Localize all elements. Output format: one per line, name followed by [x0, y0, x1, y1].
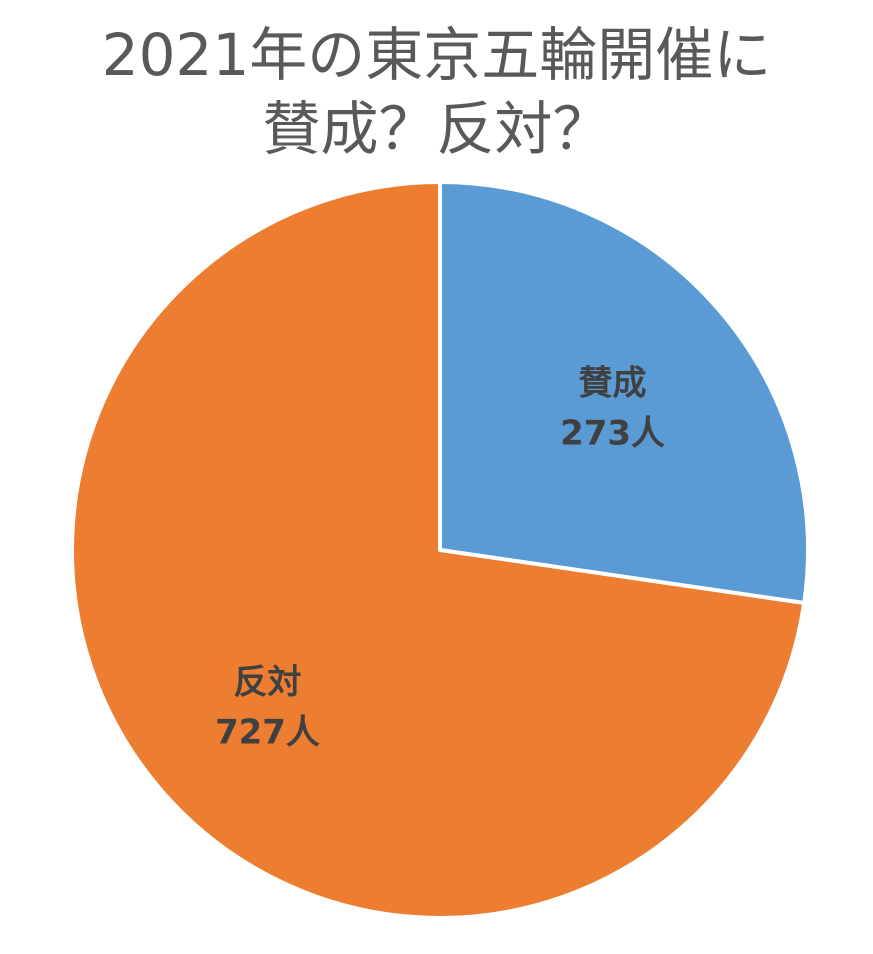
chart-title: 2021年の東京五輪開催に 賛成？反対？	[0, 18, 873, 166]
label-approve-category: 賛成	[579, 364, 647, 404]
chart-title-line-1: 2021年の東京五輪開催に	[101, 21, 772, 89]
label-approve-value: 273人	[560, 414, 665, 454]
pie-slices	[70, 180, 810, 920]
label-oppose-category: 反対	[233, 662, 301, 702]
label-approve: 賛成 273人	[560, 364, 665, 454]
chart-title-line-2: 賛成？反対？	[262, 95, 611, 163]
slice-oppose	[70, 180, 807, 920]
label-oppose-value: 727人	[215, 712, 320, 752]
slice-approve	[438, 180, 810, 605]
label-oppose: 反対 727人	[215, 662, 320, 752]
